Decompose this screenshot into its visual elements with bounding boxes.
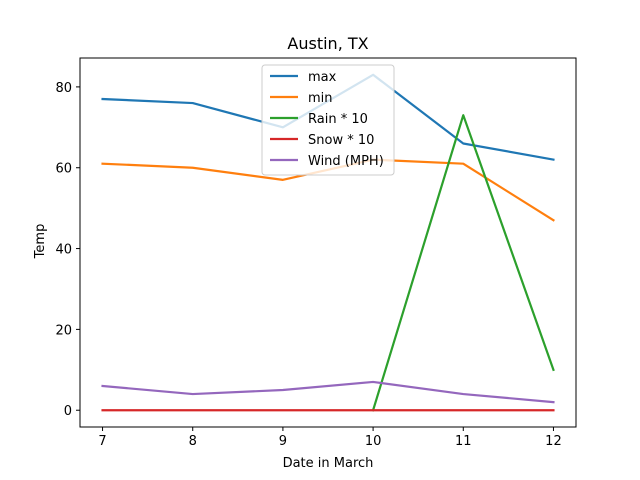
series-line-4 <box>101 380 555 404</box>
axes-frame <box>79 57 577 428</box>
legend-label-0: max <box>308 70 337 85</box>
x-tick-label-3: 10 <box>365 434 382 449</box>
legend-box <box>261 64 395 176</box>
y-axis-label: Temp <box>33 224 48 260</box>
x-tick-label-5: 12 <box>545 434 562 449</box>
legend-label-2: Rain * 10 <box>308 112 368 127</box>
axes: 7 8 9 10 11 12 0 20 40 60 80 <box>55 57 577 449</box>
x-tick-label-4: 11 <box>455 434 472 449</box>
legend-label-1: min <box>308 91 333 106</box>
x-tick-label-1: 8 <box>189 434 197 449</box>
y-tick-label-1: 20 <box>55 323 72 338</box>
y-tick-label-4: 80 <box>55 81 72 96</box>
legend-label-4: Wind (MPH) <box>308 154 384 169</box>
x-axis-label: Date in March <box>283 456 374 471</box>
y-tick-label-2: 40 <box>55 243 72 258</box>
y-tick-label-3: 60 <box>55 162 72 177</box>
chart-title: Austin, TX <box>287 34 368 53</box>
legend-label-3: Snow * 10 <box>308 133 374 148</box>
x-tick-label-0: 7 <box>98 434 106 449</box>
y-tick-label-0: 0 <box>64 404 72 419</box>
legend: max min Rain * 10 Snow * 10 Wind (MPH) <box>261 64 395 176</box>
x-tick-label-2: 9 <box>279 434 287 449</box>
series-line-2 <box>371 114 555 412</box>
